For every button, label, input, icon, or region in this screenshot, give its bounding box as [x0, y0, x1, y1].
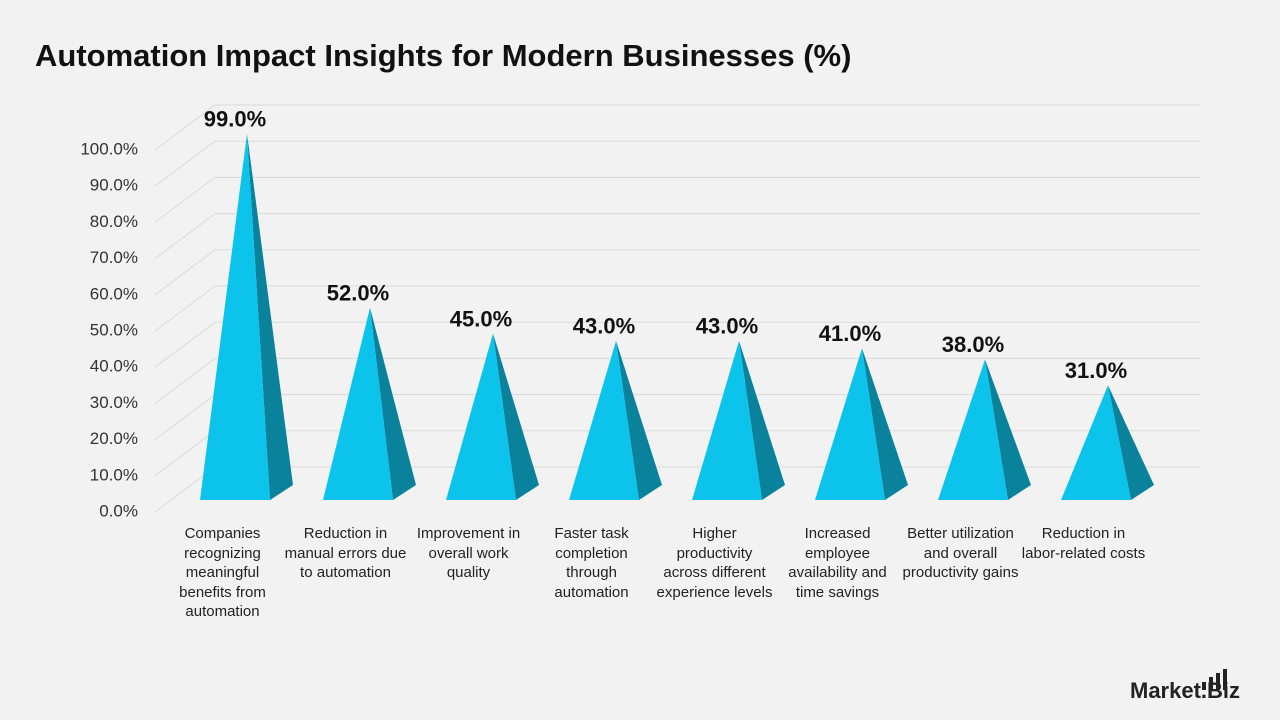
y-tick-label: 90.0%: [90, 176, 138, 195]
brand-icon: [1202, 669, 1227, 690]
y-tick-label: 80.0%: [90, 212, 138, 231]
pyramid: [938, 359, 1008, 500]
pyramid-side: [616, 340, 662, 500]
value-label: 43.0%: [696, 314, 758, 339]
x-tick-label: Reduction in manual errors due to automa…: [284, 525, 407, 582]
x-tick-label: Increased employee availability and time…: [788, 525, 887, 601]
grid-line: [154, 249, 1200, 296]
y-tick-label: 0.0%: [99, 501, 138, 520]
grid-line: [154, 285, 1200, 332]
pyramid: [815, 348, 885, 500]
pyramid-side: [247, 133, 293, 500]
pyramid-side: [1108, 385, 1154, 500]
grid-line: [154, 104, 1200, 151]
pyramid: [1061, 385, 1131, 500]
x-tick-label: Companies recognizing meaningful benefit…: [179, 525, 266, 621]
chart-title: Automation Impact Insights for Modern Bu…: [35, 38, 852, 73]
grid-line: [154, 140, 1200, 187]
y-tick-label: 20.0%: [90, 429, 138, 448]
y-tick-label: 30.0%: [90, 393, 138, 412]
pyramid-side: [739, 340, 785, 500]
pyramid: [200, 133, 270, 500]
grid-line: [154, 176, 1200, 223]
grid-line: [154, 430, 1200, 477]
pyramid: [446, 333, 516, 500]
pyramid: [323, 307, 393, 500]
y-tick-label: 40.0%: [90, 357, 138, 376]
value-label: 38.0%: [942, 332, 1004, 357]
x-tick-label: Faster task completion through automatio…: [554, 525, 629, 601]
pyramid: [569, 340, 639, 500]
grid-line: [154, 213, 1200, 259]
y-tick-label: 50.0%: [90, 320, 138, 339]
value-label: 43.0%: [573, 314, 635, 339]
value-label: 45.0%: [450, 306, 512, 331]
y-tick-label: 10.0%: [90, 465, 138, 484]
pyramid: [692, 340, 762, 500]
pyramid-side: [493, 333, 539, 500]
pyramid-side: [862, 348, 908, 500]
x-tick-label: Higher productivity across different exp…: [656, 525, 773, 601]
x-tick-label: Improvement in overall work quality: [416, 525, 521, 582]
value-label: 41.0%: [819, 321, 881, 346]
value-label: 99.0%: [204, 107, 266, 132]
y-tick-label: 100.0%: [80, 139, 138, 158]
x-tick-label: Reduction in labor-related costs: [1021, 525, 1146, 562]
y-tick-label: 70.0%: [90, 248, 138, 267]
grid-line: [154, 357, 1200, 404]
x-tick-label: Better utilization and overall productiv…: [902, 525, 1019, 582]
brand: Market.Biz: [1130, 678, 1241, 703]
pyramid-side: [985, 359, 1031, 500]
y-tick-label: 60.0%: [90, 284, 138, 303]
value-label: 31.0%: [1065, 358, 1127, 383]
grid-line: [154, 321, 1200, 368]
grid-line: [154, 466, 1200, 513]
value-label: 52.0%: [327, 280, 389, 305]
grid-line: [154, 394, 1200, 440]
pyramid-side: [370, 307, 416, 500]
